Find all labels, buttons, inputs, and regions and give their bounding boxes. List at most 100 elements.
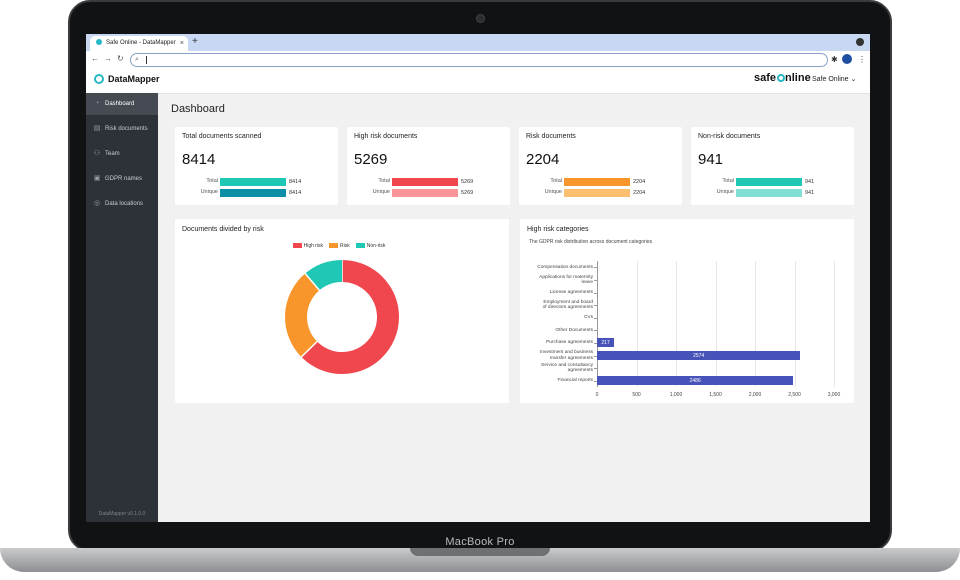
stat-card: Non-risk documents 941 Total 941 Unique 941 xyxy=(691,127,854,205)
legend-item[interactable]: Risk xyxy=(329,243,350,249)
legend-swatch xyxy=(329,243,339,249)
donut-slice-non-risk[interactable] xyxy=(305,260,343,291)
forward-button[interactable]: → xyxy=(104,54,112,63)
unique-value: 2204 xyxy=(633,190,646,196)
more-menu-icon[interactable]: ⋮ xyxy=(858,55,866,64)
category-label: Employment and board of directors agreeme… xyxy=(533,300,593,310)
camera-icon xyxy=(476,14,485,23)
profile-avatar[interactable] xyxy=(842,54,852,64)
new-tab-button[interactable]: + xyxy=(192,36,198,47)
gridline xyxy=(715,261,717,387)
bar-value-label: 2574 xyxy=(693,352,705,359)
bar-card-subtitle: The GDPR risk distribution across docume… xyxy=(529,239,653,245)
org-selector[interactable]: Safe Online ⌄ xyxy=(812,75,856,83)
sidebar-item-dashboard[interactable]: ◔ Dashboard xyxy=(86,93,158,115)
stat-card-value: 5269 xyxy=(354,151,388,168)
legend-swatch xyxy=(292,243,302,249)
text-caret xyxy=(146,56,147,64)
y-tick xyxy=(594,368,597,370)
donut-slice-high-risk[interactable] xyxy=(301,260,399,374)
donut-legend: High risk Risk Non-risk xyxy=(175,243,509,249)
sidebar: ◔ Dashboard ▤ Risk documents ⚇ Team ▣ GDPR name… xyxy=(86,93,158,522)
total-label: Total xyxy=(550,178,562,184)
x-tick-label: 500 xyxy=(632,392,641,398)
favicon-icon xyxy=(96,39,102,46)
category-label: Other Documents xyxy=(533,328,593,333)
chevron-down-icon: ⌄ xyxy=(850,76,857,83)
bar-value-label: 2486 xyxy=(689,377,701,384)
x-tick-label: 0 xyxy=(595,392,599,398)
category-label: Purchase agreements xyxy=(533,340,593,345)
logo-o-icon xyxy=(776,74,785,82)
category-label: Financial reports xyxy=(533,378,593,383)
logo-part-2: nline xyxy=(785,72,811,84)
sidebar-item-label: Dashboard xyxy=(105,101,135,107)
total-bar xyxy=(392,178,458,186)
category-label-line: Employment and board xyxy=(543,299,593,305)
app-version: DataMapper v0.1.0.0 xyxy=(98,511,146,517)
sidebar-item-label: GDPR names xyxy=(105,176,143,182)
donut-card: Documents divided by risk High risk Risk N… xyxy=(175,219,509,403)
tab-title: Safe Online - DataMapper xyxy=(106,40,176,46)
unique-label: Unique xyxy=(372,189,390,195)
category-label-line: Purchase agreements xyxy=(546,340,593,346)
unique-bar xyxy=(392,189,458,197)
browser-tabbar: Safe Online - DataMapper × + xyxy=(86,34,870,51)
category-label-line: transfer agreements xyxy=(550,355,593,361)
bar[interactable] xyxy=(597,351,801,360)
unique-label: Unique xyxy=(716,189,734,195)
unique-value: 941 xyxy=(805,190,815,196)
total-label: Total xyxy=(722,178,734,184)
y-tick xyxy=(594,380,597,382)
back-button[interactable]: ← xyxy=(91,54,99,63)
sidebar-item-gdpr-names[interactable]: ▣ GDPR names xyxy=(86,168,158,190)
unique-label: Unique xyxy=(544,189,562,195)
donut-card-title: Documents divided by risk xyxy=(182,226,264,233)
org-name: Safe Online xyxy=(812,76,849,83)
category-label-line: Compensation documents xyxy=(537,264,593,270)
legend-item[interactable]: High risk xyxy=(292,243,323,249)
unique-label: Unique xyxy=(200,189,218,195)
gridline xyxy=(834,261,835,387)
y-tick xyxy=(594,305,597,307)
total-label: Total xyxy=(206,178,218,184)
stat-card-title: High risk documents xyxy=(354,133,418,140)
sidebar-item-data-locations[interactable]: ◎ Data locations xyxy=(86,193,158,215)
donut-slice-risk[interactable] xyxy=(285,273,320,357)
gridline xyxy=(636,261,638,387)
bar-card-title: High risk categories xyxy=(527,226,589,233)
stat-card-title: Non-risk documents xyxy=(698,133,761,140)
stat-card-title: Risk documents xyxy=(526,133,576,140)
total-bar xyxy=(736,178,802,186)
browser-tab[interactable]: Safe Online - DataMapper × xyxy=(90,36,188,51)
sidebar-item-label: Risk documents xyxy=(105,126,148,132)
extensions-icon[interactable]: ✱ xyxy=(831,55,838,64)
y-tick xyxy=(594,355,597,357)
total-value: 2204 xyxy=(633,179,646,185)
reload-button[interactable]: ↻ xyxy=(117,54,124,63)
sidebar-item-team[interactable]: ⚇ Team xyxy=(86,143,158,165)
window-menu-icon[interactable] xyxy=(856,38,864,46)
gridline xyxy=(676,261,677,387)
datamapper-logo-icon xyxy=(94,74,104,84)
bar[interactable] xyxy=(597,376,794,386)
stat-card-value: 2204 xyxy=(526,151,560,168)
category-label-line: of directors agreements xyxy=(542,305,593,311)
app-name: DataMapper xyxy=(108,74,160,84)
bar[interactable] xyxy=(597,338,615,348)
category-label-line: agreements xyxy=(567,368,593,374)
category-label-line: leave xyxy=(581,279,593,285)
legend-item[interactable]: Non-risk xyxy=(355,243,385,249)
x-tick-label: 2,000 xyxy=(748,392,762,398)
x-tick-label: 2,500 xyxy=(788,392,801,398)
stat-card-title: Total documents scanned xyxy=(182,133,262,140)
logo-part-1: safe xyxy=(754,72,777,84)
x-tick-label: 1,500 xyxy=(709,392,722,398)
category-label: License agreements xyxy=(533,290,593,295)
sidebar-item-risk-documents[interactable]: ▤ Risk documents xyxy=(86,118,158,140)
close-icon[interactable]: × xyxy=(179,40,184,47)
address-input[interactable]: ⌕ xyxy=(130,53,828,67)
x-tick-label: 1,000 xyxy=(669,392,683,398)
app-header: DataMapper safe nline Safe Online ⌄ xyxy=(86,68,870,94)
laptop-notch xyxy=(410,548,550,556)
